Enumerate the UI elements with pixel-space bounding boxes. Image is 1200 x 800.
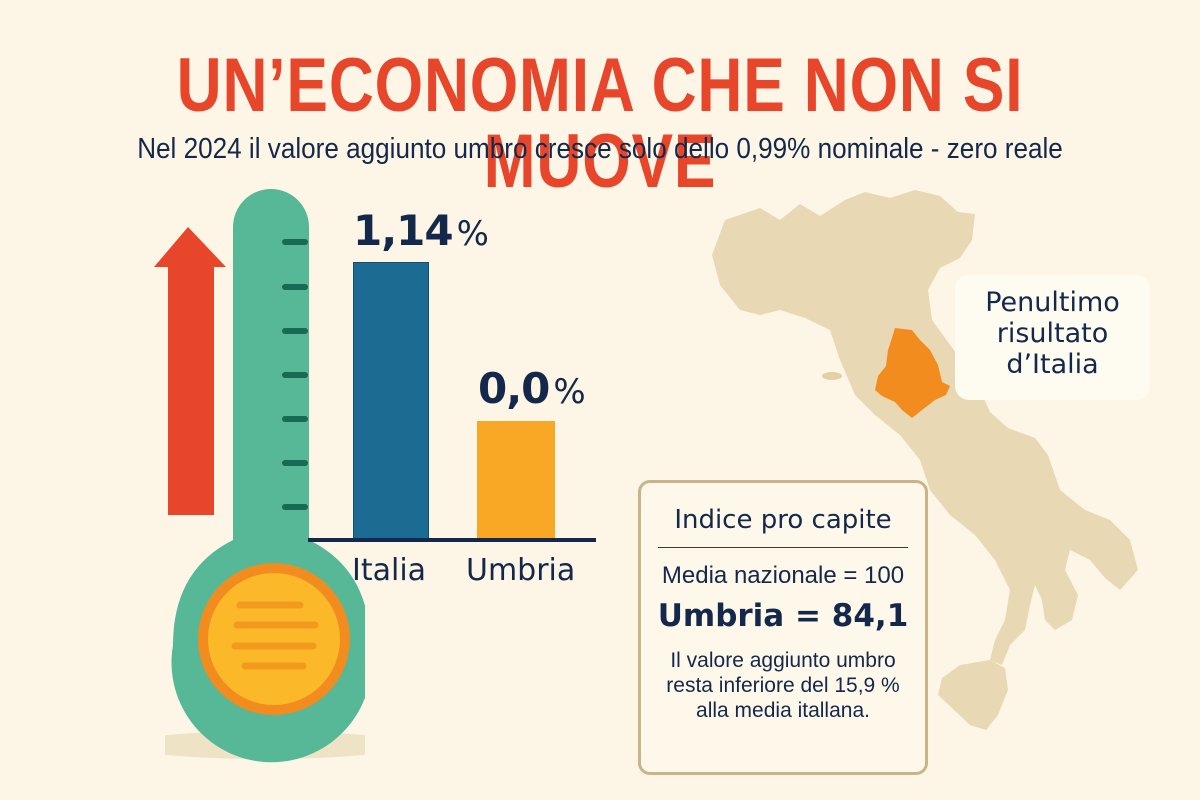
- callout-line-1: Penultimo: [985, 287, 1120, 318]
- index-note-line-2: resta inferiore del 15,9 %: [666, 674, 900, 697]
- index-note-line-1: Il valore aggiunto umbro: [670, 649, 896, 672]
- bar-italia: [353, 262, 429, 540]
- callout-line-3: d’Italia: [1006, 349, 1099, 380]
- page-title: UN’ECONOMIA CHE NON SI MUOVE: [176, 43, 1024, 204]
- value-label-italia: 1,14%: [353, 206, 489, 255]
- index-box: Indice pro capite Media nazionale = 100 …: [638, 480, 928, 775]
- value-label-umbria: 0,0%: [478, 364, 586, 413]
- bar-axis-line: [308, 538, 596, 542]
- page-subtitle: Nel 2024 il valore aggiunto umbro cresce…: [137, 133, 1063, 165]
- italy-map-icon: [712, 190, 1138, 730]
- callout-line-2: risultato: [996, 318, 1109, 349]
- index-umbria-value: Umbria = 84,1: [657, 598, 909, 634]
- index-note: Il valore aggiunto umbro resta inferiore…: [641, 648, 925, 723]
- index-note-line-3: alla media itallana.: [696, 699, 870, 722]
- up-arrow-icon: [154, 227, 226, 515]
- map-callout: Penultimo risultato d’Italia: [955, 275, 1150, 400]
- thermometer-icon: [165, 189, 365, 763]
- index-divider: [658, 547, 908, 548]
- index-title: Indice pro capite: [674, 505, 892, 535]
- category-label-umbria: Umbria: [466, 553, 576, 588]
- category-label-italia: Italia: [352, 553, 427, 588]
- bar-umbria: [477, 421, 555, 540]
- index-media-nazionale: Media nazionale = 100: [661, 562, 905, 589]
